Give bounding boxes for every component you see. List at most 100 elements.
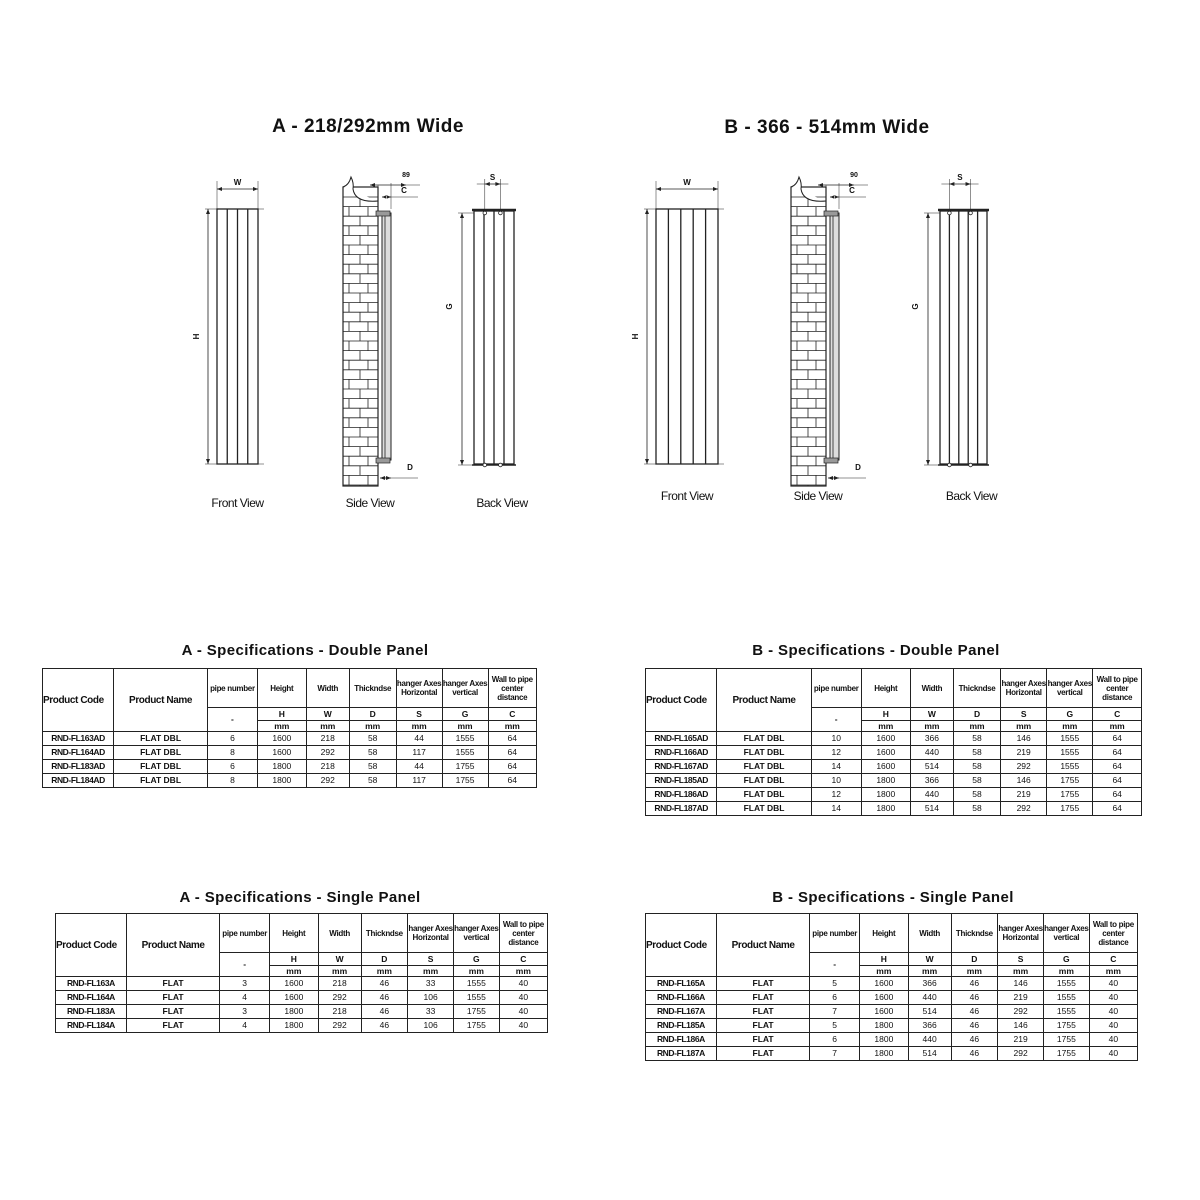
value-cell: 40: [498, 990, 549, 1005]
column-unit: mm: [395, 720, 443, 732]
column-header: Thickndse: [360, 913, 409, 953]
value-cell: 146: [1000, 731, 1048, 746]
column-unit: mm: [859, 965, 909, 977]
value-cell: 14: [810, 759, 862, 774]
value-cell: 218: [317, 976, 362, 991]
wall-break-curve: [342, 175, 379, 202]
value-cell: 58: [348, 745, 397, 760]
column-header: pipe number: [810, 668, 862, 708]
value-cell: 40: [1088, 976, 1139, 991]
value-cell: 440: [909, 787, 954, 802]
value-cell: 1755: [452, 1018, 500, 1033]
bottom-bracket: [375, 457, 391, 464]
radiator-side: [829, 212, 840, 461]
value-cell: 218: [305, 731, 350, 746]
product-code-cell: RND-FL186AD: [644, 787, 718, 802]
value-cell: 8: [206, 773, 258, 788]
value-cell: 1800: [859, 1032, 909, 1047]
value-cell: 1800: [860, 773, 911, 788]
product-code-cell: RND-FL165A: [645, 976, 717, 991]
product-name-cell: FLAT DBL: [716, 731, 812, 746]
value-cell: 46: [950, 976, 999, 991]
column-header: hanger Axes Horizontal: [407, 913, 454, 953]
side-view: 90 C D Side View: [790, 172, 868, 503]
back-view: S G Back View: [445, 173, 529, 510]
value-cell: 12: [810, 787, 862, 802]
value-cell: 1600: [269, 990, 319, 1005]
product-code-cell: RND-FL185A: [645, 1018, 717, 1033]
column-symbol: C: [1092, 707, 1142, 721]
a-single-title: A - Specifications - Single Panel: [179, 889, 421, 906]
value-cell: 1755: [1042, 1032, 1090, 1047]
table-row: RND-FL167AD FLAT DBL 14 1600 514 58 292 1555 64: [644, 759, 1142, 774]
table-row: RND-FL187A FLAT 7 1800 514 46 292 1755 40: [645, 1046, 1139, 1061]
value-cell: 219: [1000, 787, 1048, 802]
column-unit: mm: [269, 965, 319, 977]
column-unit: mm: [950, 965, 999, 977]
drawing-set-b: W H Front View 90 C D Side View S G Back View: [631, 172, 998, 503]
column-header: Thickndse: [952, 668, 1002, 708]
value-cell: 146: [997, 1018, 1044, 1033]
value-cell: 64: [487, 745, 538, 760]
value-cell: 64: [1092, 787, 1142, 802]
value-cell: 6: [206, 759, 258, 774]
value-cell: 40: [1088, 1004, 1139, 1019]
value-cell: 514: [907, 1046, 952, 1061]
value-cell: 514: [907, 1004, 952, 1019]
value-cell: 4: [219, 990, 270, 1005]
column-header: Height: [256, 668, 307, 708]
section-b-title: B - 366 - 514mm Wide: [724, 117, 930, 138]
value-cell: 40: [498, 1018, 549, 1033]
column-header: hanger Axes Horizontal: [997, 913, 1044, 953]
value-cell: 1555: [1042, 976, 1090, 991]
column-unit: mm: [360, 965, 409, 977]
column-symbol: G: [1046, 707, 1094, 721]
technical-drawings: W H Front View 89 C D Side View S G Back View W H Fr…: [192, 172, 998, 510]
header-row: Product Code Product Name pipe number Heigh…: [41, 668, 538, 732]
value-cell: 5: [809, 976, 860, 991]
column-unit: mm: [305, 720, 350, 732]
product-name-cell: FLAT DBL: [113, 759, 208, 774]
dimension-s-label: S: [957, 173, 963, 182]
value-cell: 219: [997, 990, 1044, 1005]
arrow-head: [380, 476, 391, 480]
value-cell: 219: [997, 1032, 1044, 1047]
dimension-s-label: S: [490, 173, 496, 182]
value-cell: 146: [997, 976, 1044, 991]
value-cell: 1600: [859, 990, 909, 1005]
column-symbol: G: [1042, 952, 1090, 966]
header-row: Product Code Product Name pipe number Heigh…: [644, 668, 1142, 732]
arrow-head: [217, 187, 258, 191]
column-header: Wall to pipe center distance: [1092, 668, 1142, 708]
value-cell: 40: [1088, 1046, 1139, 1061]
value-cell: 218: [305, 759, 350, 774]
value-cell: 40: [1088, 1032, 1139, 1047]
front-view: W H Front View: [631, 178, 724, 503]
back-view-label: Back View: [476, 496, 528, 510]
product-code-cell: RND-FL183A: [55, 1004, 127, 1019]
product-code-cell: RND-FL183AD: [41, 759, 115, 774]
product-code-cell: RND-FL165AD: [644, 731, 718, 746]
product-name-cell: FLAT: [715, 976, 811, 991]
product-name-cell: FLAT: [125, 976, 221, 991]
value-cell: 1600: [860, 759, 911, 774]
product-code-header: Product Code: [41, 668, 115, 732]
value-cell: 292: [317, 1018, 362, 1033]
product-name-cell: FLAT DBL: [113, 745, 208, 760]
value-cell: 1755: [452, 1004, 500, 1019]
b-double-spec-table: Product Code Product Name pipe number Heigh…: [644, 668, 1142, 816]
value-cell: 1600: [859, 1004, 909, 1019]
value-cell: 1555: [1042, 990, 1090, 1005]
table-row: RND-FL163AD FLAT DBL 6 1600 218 58 44 1555 64: [41, 731, 538, 746]
table-row: RND-FL165A FLAT 5 1600 366 46 146 1555 40: [645, 976, 1139, 991]
column-header: pipe number: [219, 913, 270, 953]
column-unit: mm: [317, 965, 362, 977]
product-name-header: Product Name: [715, 913, 811, 977]
table-row: RND-FL164AD FLAT DBL 8 1600 292 58 117 1555 64: [41, 745, 538, 760]
column-symbol: H: [256, 707, 307, 721]
hanger-point: [482, 210, 487, 216]
column-unit: mm: [407, 965, 454, 977]
product-name-cell: FLAT: [715, 1004, 811, 1019]
column-unit: mm: [997, 965, 1044, 977]
column-header: Thickndse: [950, 913, 999, 953]
